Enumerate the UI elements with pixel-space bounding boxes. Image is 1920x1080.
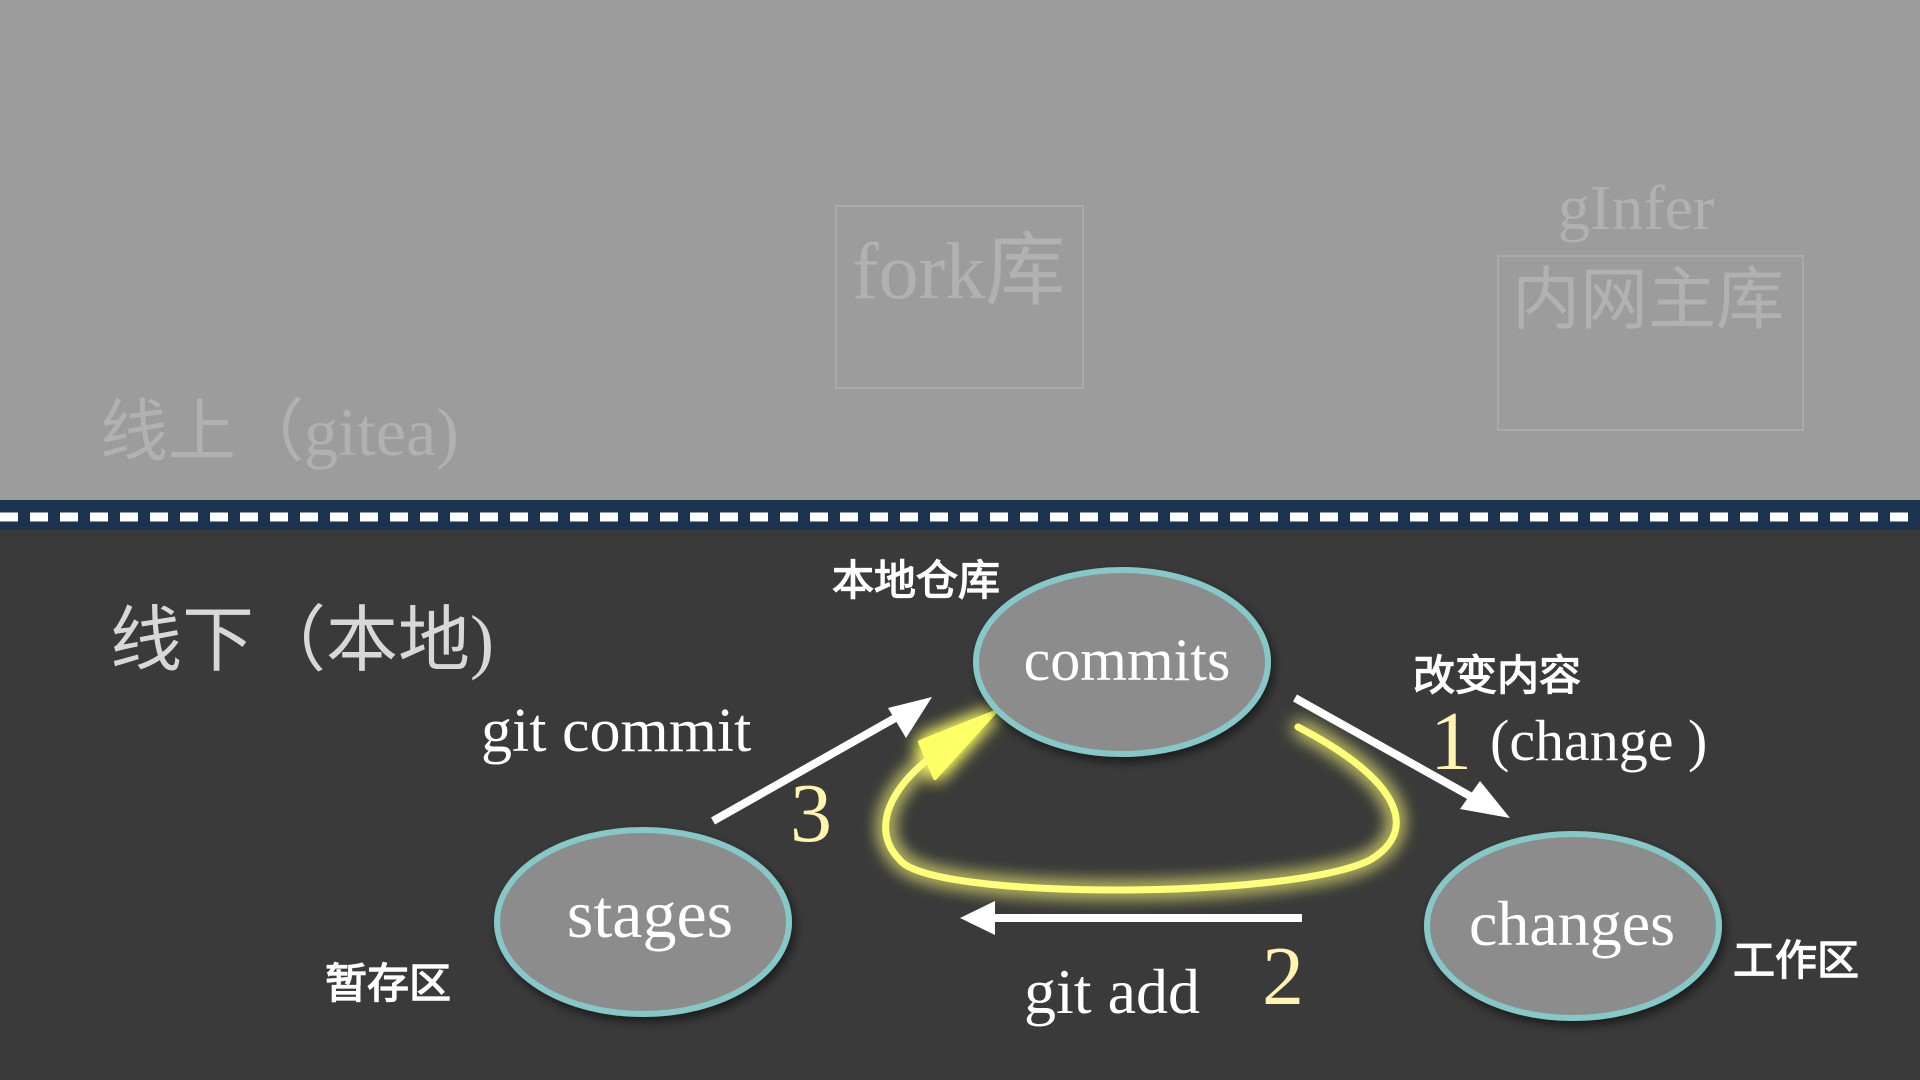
step1-number: 1 (1430, 695, 1472, 788)
local-repo-label: 本地仓库 (832, 556, 1001, 605)
online-section-label: 线上（gitea) (100, 394, 459, 470)
commits-node (973, 567, 1271, 757)
commits-node-label: commits (1023, 627, 1231, 693)
workspace-label: 工作区 (1733, 936, 1860, 985)
step1-title: 改变内容 (1413, 651, 1582, 700)
stages-node (494, 827, 792, 1017)
step2-number: 2 (1262, 930, 1304, 1023)
step3-number: 3 (790, 767, 832, 860)
arrow-commits-to-changes (1293, 694, 1510, 818)
online-region (0, 0, 1920, 502)
step2-command: git add (1024, 956, 1200, 1027)
offline-section-label: 线下（本地) (110, 601, 494, 681)
changes-node-label: changes (1468, 888, 1676, 959)
staging-area-label: 暂存区 (325, 959, 452, 1008)
changes-node (1424, 831, 1722, 1021)
fork-repo-box (835, 205, 1084, 389)
main-repo-line2: 内网主库 (1512, 262, 1785, 338)
fork-repo-label: fork库 (852, 228, 1066, 316)
main-repo-box (1497, 255, 1804, 431)
step1-description: (change ) (1490, 708, 1708, 773)
arrow-changes-to-stages (960, 901, 1302, 935)
arrow-stages-to-commits (711, 697, 932, 825)
cycle-glow-arrow (882, 710, 1400, 894)
stages-node-label: stages (566, 876, 734, 952)
main-repo-line1: gInfer (1558, 172, 1715, 243)
online-offline-divider (0, 500, 1920, 530)
step3-command: git commit (481, 697, 752, 765)
